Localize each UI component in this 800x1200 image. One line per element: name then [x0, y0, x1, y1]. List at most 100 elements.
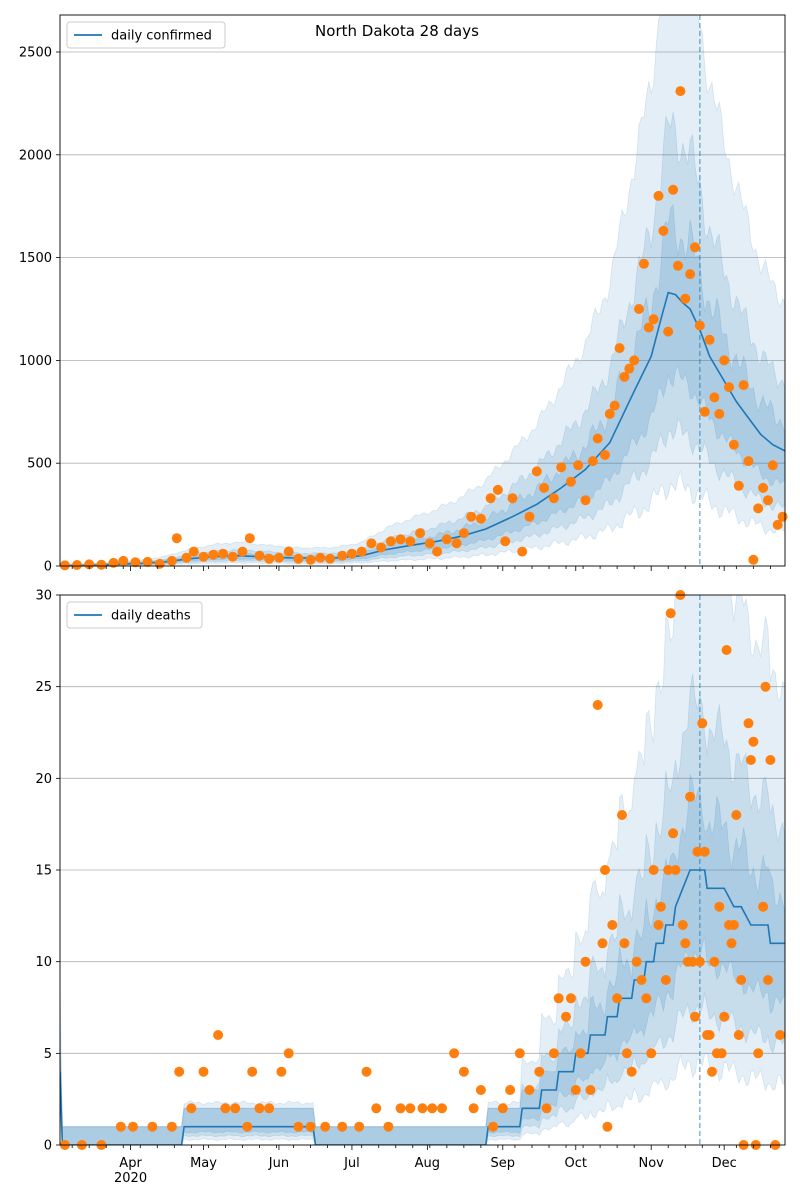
data-point	[492, 484, 503, 495]
data-point	[218, 548, 228, 559]
data-point	[305, 554, 316, 565]
data-point	[437, 1103, 447, 1114]
data-point	[108, 557, 119, 568]
data-point	[565, 476, 576, 487]
legend: daily deaths	[66, 601, 203, 629]
data-point	[758, 482, 769, 493]
data-point	[96, 559, 107, 570]
data-point	[728, 439, 739, 450]
data-point	[653, 190, 664, 201]
data-point	[283, 546, 294, 557]
data-point	[72, 560, 82, 570]
data-point	[531, 466, 542, 477]
legend-box	[66, 21, 226, 49]
data-point	[643, 322, 654, 333]
data-point	[337, 1121, 348, 1132]
data-point	[383, 1121, 394, 1132]
uncertainty-band	[60, 673, 785, 1145]
data-point	[653, 920, 664, 930]
data-point	[154, 558, 165, 569]
data-point	[707, 1066, 717, 1077]
data-point	[604, 408, 615, 419]
data-point	[441, 534, 452, 545]
data-point	[514, 1048, 525, 1059]
chart-title: North Dakota 28 days	[315, 22, 479, 40]
data-point	[59, 560, 70, 571]
data-point	[585, 1085, 596, 1095]
data-point	[371, 1103, 382, 1114]
data-point	[475, 513, 486, 524]
data-point	[641, 993, 652, 1004]
x-year-label: 2020	[114, 1171, 147, 1186]
data-point	[186, 1103, 197, 1114]
data-point	[166, 1121, 177, 1132]
x-tick-label: Apr	[119, 1156, 142, 1171]
data-point	[485, 493, 496, 504]
data-point	[716, 1048, 727, 1059]
data-point	[166, 555, 177, 566]
data-point	[660, 975, 671, 985]
data-point	[337, 550, 348, 561]
data-point	[507, 493, 518, 504]
data-point	[237, 546, 248, 557]
data-point	[743, 718, 754, 729]
data-point	[405, 536, 416, 547]
data-point	[118, 555, 129, 566]
y-tick-label: 10	[35, 955, 52, 970]
data-point	[736, 975, 747, 985]
data-point	[777, 511, 788, 522]
uncertainty-band	[60, 595, 785, 1145]
data-point	[415, 528, 426, 539]
data-point	[449, 1048, 460, 1059]
data-point	[147, 1121, 158, 1132]
confirmed-panel: 0 500 1000 1500 2000 2500 daily confirmed	[19, 14, 788, 575]
data-point	[283, 1048, 294, 1059]
data-point	[704, 334, 715, 345]
legend-label: daily confirmed	[111, 29, 212, 44]
data-point	[714, 408, 725, 419]
y-tick-label: 15	[35, 864, 52, 879]
data-point	[648, 865, 659, 875]
data-point	[738, 380, 749, 391]
data-point	[395, 1103, 406, 1114]
data-point	[198, 551, 209, 562]
data-point	[541, 1103, 552, 1114]
x-tick-label: Nov	[639, 1156, 665, 1171]
data-point	[731, 810, 742, 820]
x-tick-label: May	[190, 1156, 217, 1171]
data-point	[587, 456, 598, 467]
data-point	[293, 553, 304, 564]
data-point	[505, 1085, 516, 1095]
y-tick-label: 0	[44, 1139, 52, 1154]
data-point	[244, 533, 255, 544]
y-tick-label: 1500	[19, 251, 52, 266]
data-point	[775, 1030, 786, 1040]
data-point	[668, 184, 679, 195]
data-point	[264, 1103, 275, 1114]
x-tick-label: Jun	[268, 1156, 289, 1171]
data-point	[488, 1121, 499, 1132]
data-point	[600, 450, 610, 460]
data-point	[692, 846, 703, 857]
legend-label: daily deaths	[111, 609, 191, 624]
data-point	[247, 1066, 258, 1077]
y-tick-label: 30	[35, 589, 52, 604]
data-point	[772, 519, 783, 530]
data-point	[709, 956, 720, 967]
data-point	[753, 1048, 764, 1059]
data-point	[539, 482, 550, 493]
data-point	[602, 1121, 613, 1132]
data-point	[728, 920, 739, 930]
data-point	[612, 993, 623, 1004]
data-point	[405, 1103, 416, 1114]
data-point	[208, 549, 219, 560]
data-point	[619, 938, 630, 949]
data-point	[753, 503, 764, 514]
data-point	[709, 392, 720, 403]
y-tick-label: 25	[35, 680, 52, 695]
data-point	[592, 700, 603, 710]
data-point	[580, 495, 591, 506]
data-point	[356, 546, 367, 557]
